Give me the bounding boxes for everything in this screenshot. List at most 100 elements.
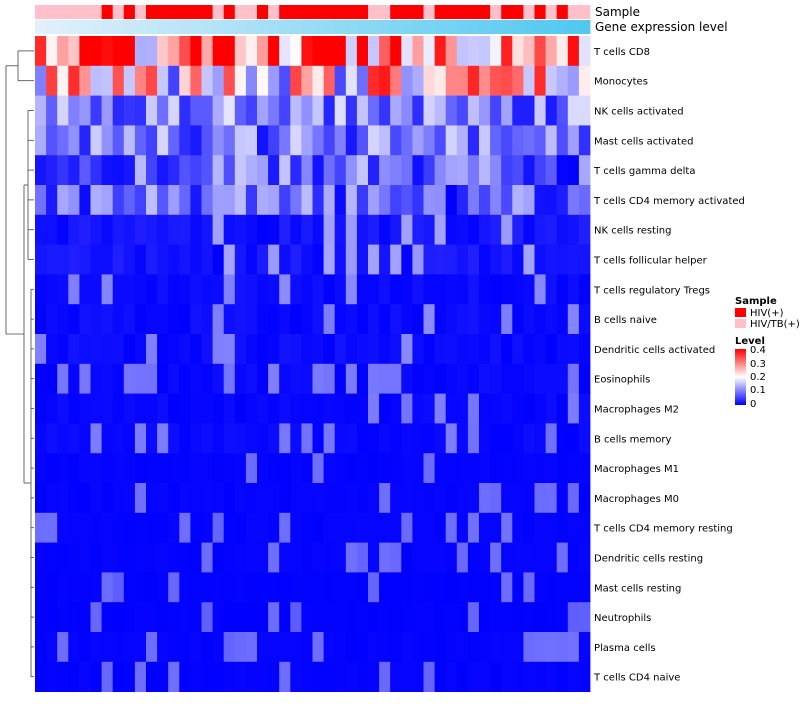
heatmap-cell xyxy=(134,363,147,394)
heatmap-cell xyxy=(379,304,391,335)
heatmap-cell xyxy=(456,632,469,663)
heatmap-cell xyxy=(46,334,58,365)
heatmap-cell xyxy=(323,125,336,156)
heatmap-cell xyxy=(534,661,546,692)
heatmap-cell xyxy=(323,423,336,454)
sample-annotation-cell xyxy=(545,5,558,19)
heatmap-cell xyxy=(212,155,225,186)
heatmap-cell xyxy=(390,423,402,454)
heatmap-cell xyxy=(434,65,447,96)
heatmap-cell xyxy=(90,304,102,335)
heatmap-cell xyxy=(379,65,391,96)
heatmap-cell xyxy=(290,453,302,484)
heatmap-cell xyxy=(578,244,591,275)
heatmap-cell xyxy=(423,125,435,156)
heatmap-cell xyxy=(146,36,158,67)
heatmap-cell xyxy=(334,572,347,603)
sample-annotation-cell xyxy=(90,5,102,19)
heatmap-cell xyxy=(301,125,313,156)
heatmap-cell xyxy=(368,572,380,603)
heatmap-cell xyxy=(401,214,413,245)
heatmap-cell xyxy=(556,542,569,573)
heatmap-cell xyxy=(57,483,69,514)
heatmap-cell xyxy=(101,214,114,245)
heatmap-cell xyxy=(68,483,80,514)
heatmap-cell xyxy=(46,274,58,305)
heatmap-cell xyxy=(556,95,569,126)
heatmap-cell xyxy=(190,423,202,454)
heatmap-cells xyxy=(35,36,591,692)
heatmap-cell xyxy=(556,363,569,394)
heatmap-cell xyxy=(168,95,180,126)
heatmap-cell xyxy=(146,661,158,692)
heatmap-cell xyxy=(123,363,136,394)
heatmap-cell xyxy=(157,572,169,603)
heatmap-cell xyxy=(179,214,191,245)
heatmap-cell xyxy=(456,185,469,216)
heatmap-cell xyxy=(268,244,280,275)
heatmap-cell xyxy=(245,334,258,365)
heatmap-cell xyxy=(234,423,247,454)
heatmap-cell xyxy=(223,65,236,96)
heatmap-cell xyxy=(179,155,191,186)
heatmap-cell xyxy=(201,572,213,603)
heatmap-cell xyxy=(467,453,480,484)
heatmap-cell xyxy=(401,572,413,603)
heatmap-cell xyxy=(456,304,469,335)
heatmap-cell xyxy=(445,95,458,126)
heatmap-cell xyxy=(245,244,258,275)
heatmap-cell xyxy=(268,304,280,335)
heatmap-cell xyxy=(68,393,80,424)
heatmap-cell xyxy=(46,244,58,275)
heatmap-cell xyxy=(112,185,125,216)
heatmap-cell xyxy=(545,661,558,692)
heatmap-cell xyxy=(123,512,136,543)
heatmap-cell xyxy=(290,95,302,126)
heatmap-cell xyxy=(68,65,80,96)
heatmap-cell xyxy=(567,572,580,603)
heatmap-cell xyxy=(445,632,458,663)
sample-annotation-cell xyxy=(578,5,591,19)
heatmap-cell xyxy=(123,65,136,96)
heatmap-cell xyxy=(356,542,369,573)
heatmap-cell xyxy=(223,393,236,424)
heatmap-cell xyxy=(534,423,546,454)
heatmap-cell xyxy=(257,185,269,216)
heatmap-cell xyxy=(379,453,391,484)
heatmap-cell xyxy=(101,95,114,126)
heatmap-cell xyxy=(134,661,147,692)
heatmap-cell xyxy=(79,185,91,216)
heatmap-cell xyxy=(268,334,280,365)
heatmap-cell xyxy=(134,304,147,335)
heatmap-cell xyxy=(168,304,180,335)
heatmap-cell xyxy=(257,304,269,335)
heatmap-cell xyxy=(567,95,580,126)
heatmap-cell xyxy=(434,453,447,484)
heatmap-cell xyxy=(356,274,369,305)
expression-annotation-cell xyxy=(434,20,447,34)
heatmap-cell xyxy=(46,36,58,67)
heatmap-cell xyxy=(257,661,269,692)
heatmap-cell xyxy=(279,363,291,394)
heatmap-cell xyxy=(134,95,147,126)
heatmap-cell xyxy=(345,423,358,454)
heatmap-cell xyxy=(456,36,469,67)
sample-annotation-cell xyxy=(467,5,480,19)
heatmap-cell xyxy=(179,483,191,514)
heatmap-cell xyxy=(434,602,447,633)
heatmap-cell xyxy=(567,363,580,394)
heatmap-cell xyxy=(201,36,213,67)
heatmap-cell xyxy=(523,125,535,156)
heatmap-cell xyxy=(35,214,47,245)
heatmap-cell xyxy=(179,512,191,543)
heatmap-cell xyxy=(101,453,114,484)
legend-sample-title: Sample xyxy=(735,296,777,307)
row-label: NK cells resting xyxy=(594,226,671,237)
heatmap-cell xyxy=(490,95,502,126)
heatmap-cell xyxy=(578,363,591,394)
row-label: Monocytes xyxy=(594,77,648,88)
heatmap-cell xyxy=(290,244,302,275)
heatmap-cell xyxy=(534,542,546,573)
heatmap-cell xyxy=(146,632,158,663)
heatmap-cell xyxy=(456,65,469,96)
